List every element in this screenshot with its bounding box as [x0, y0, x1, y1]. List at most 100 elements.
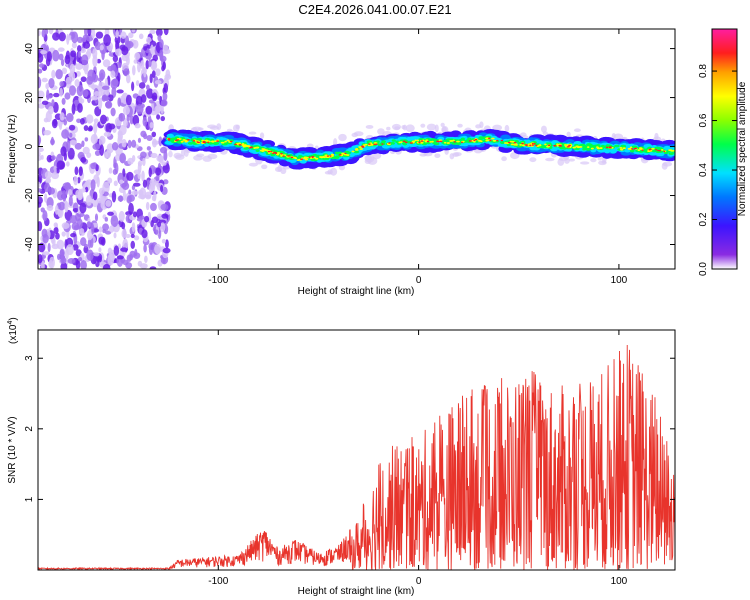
- noise-blob: [58, 201, 66, 211]
- ridge-cell: [611, 147, 614, 149]
- ridge-cell: [375, 143, 378, 145]
- noise-blob: [117, 72, 121, 82]
- ridge-cell: [359, 148, 364, 150]
- noise-blob: [91, 73, 99, 83]
- noise-blob: [152, 92, 158, 102]
- noise-blob: [150, 152, 158, 159]
- ridge-cell: [344, 152, 347, 155]
- noise-blob: [117, 131, 123, 142]
- ridge-cell: [547, 144, 551, 147]
- noise-blob: [138, 215, 145, 220]
- ridge-cell: [290, 156, 294, 159]
- noise-blob: [154, 80, 162, 85]
- noise-blob: [126, 74, 131, 84]
- noise-blob: [73, 176, 79, 186]
- ridge-cell: [627, 147, 631, 150]
- ridge-cell: [280, 153, 283, 155]
- ridge-cell: [341, 152, 346, 155]
- ridge-cell: [439, 140, 443, 143]
- ridge-cell: [663, 150, 666, 153]
- ridge-cell: [586, 148, 591, 151]
- ridge-cell: [207, 144, 221, 153]
- noise-blob: [102, 263, 111, 269]
- ridge-halo: [573, 128, 581, 133]
- snr-y-label: SNR (10 * V/V): [7, 416, 18, 483]
- ridge-cell: [488, 137, 491, 140]
- noise-blob: [77, 50, 81, 58]
- ridge-halo: [405, 124, 415, 133]
- noise-blob: [41, 260, 45, 269]
- snr-multiplier-base: (x10: [8, 324, 19, 344]
- noise-blob: [58, 121, 63, 130]
- ridge-cell: [480, 136, 486, 140]
- ridge-cell: [188, 141, 193, 145]
- noise-blob: [121, 46, 129, 56]
- noise-blob: [48, 29, 54, 35]
- noise-blob: [132, 211, 137, 218]
- noise-blob: [131, 222, 136, 233]
- noise-blob: [155, 29, 163, 37]
- ridge-halo: [441, 126, 447, 133]
- noise-blob: [132, 65, 136, 76]
- ridge-cell: [213, 142, 218, 145]
- ridge-cell: [354, 148, 359, 151]
- ridge-cell: [605, 146, 609, 149]
- spectrogram-panel: -100 0 100 -40 -20 0 20 40 Height of straight l…: [7, 28, 676, 297]
- ridge-cell: [619, 146, 623, 149]
- noise-blob: [51, 155, 56, 161]
- noise-blob: [117, 97, 121, 107]
- noise-blob: [53, 227, 59, 234]
- noise-blob: [141, 229, 148, 239]
- noise-blob: [126, 41, 134, 49]
- ridge-cell: [506, 143, 511, 147]
- noise-blob: [60, 146, 67, 157]
- ridge-halo: [434, 124, 439, 133]
- noise-blob: [122, 92, 127, 99]
- noise-blob: [84, 29, 88, 37]
- noise-blob: [78, 96, 83, 102]
- noise-blob: [111, 86, 117, 98]
- noise-blob: [165, 69, 171, 79]
- noise-blob: [94, 150, 101, 156]
- noise-blob: [46, 51, 53, 62]
- noise-blob: [69, 63, 76, 74]
- noise-blob: [120, 31, 127, 39]
- noise-blob: [103, 131, 111, 137]
- noise-blob: [102, 223, 110, 231]
- noise-blob: [66, 139, 71, 152]
- noise-blob: [79, 228, 85, 235]
- noise-blob: [69, 71, 76, 82]
- noise-blob: [130, 233, 135, 239]
- ridge-cell: [519, 143, 523, 146]
- noise-blob: [138, 33, 144, 40]
- noise-blob: [69, 215, 78, 224]
- ridge-cell: [524, 144, 528, 146]
- snr-y-tick-label: 3: [24, 355, 35, 361]
- noise-blob: [51, 172, 59, 180]
- noise-blob: [160, 115, 166, 122]
- ridge-halo: [457, 123, 463, 128]
- noise-blob: [77, 103, 83, 113]
- noise-blob: [93, 252, 100, 257]
- ridge-cell: [224, 140, 227, 143]
- ridge-cell: [409, 142, 413, 144]
- noise-blob: [64, 200, 69, 213]
- spectrogram-x-label: Height of straight line (km): [298, 286, 415, 297]
- ridge-cell: [654, 149, 658, 151]
- noise-blob: [68, 124, 76, 131]
- ridge-halo: [542, 131, 548, 136]
- noise-blob: [137, 260, 143, 267]
- snr-multiplier-close: ): [8, 317, 19, 320]
- noise-blob: [116, 255, 124, 260]
- noise-blob: [96, 58, 102, 64]
- noise-blob: [128, 194, 135, 202]
- noise-blob: [101, 48, 105, 61]
- ridge-cell: [468, 140, 472, 142]
- noise-blob: [93, 122, 98, 134]
- noise-blob: [115, 29, 119, 39]
- ridge-cell: [305, 156, 309, 159]
- noise-blob: [42, 233, 49, 244]
- ridge-cell: [651, 147, 655, 150]
- ridge-cell: [326, 155, 330, 157]
- noise-blob: [61, 97, 66, 105]
